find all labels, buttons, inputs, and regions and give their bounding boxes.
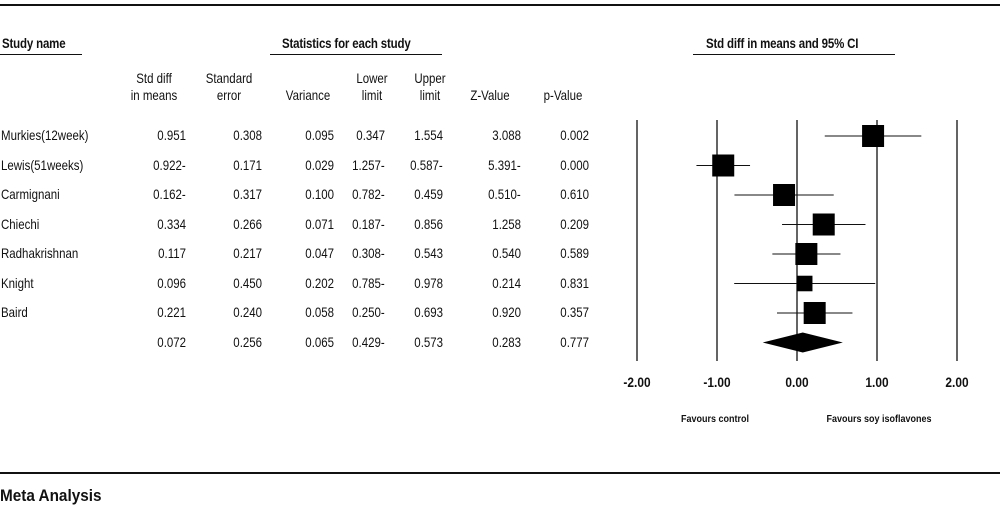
x-tick-label: -1.00 — [703, 374, 731, 390]
study-name-cell: Murkies(12week) — [1, 127, 89, 143]
column-header-se: Standard error — [205, 70, 253, 103]
cell-lower: 0.429- — [352, 333, 385, 350]
cell-lower: 0.347 — [356, 127, 385, 143]
cell-upper: 0.693 — [414, 304, 443, 320]
footer-title: Meta Analysis — [0, 486, 102, 505]
cell-se: 0.317 — [233, 186, 262, 202]
cell-std_diff: 0.922- — [153, 156, 186, 173]
study-name-underline — [0, 54, 82, 55]
cell-std_diff: 0.951 — [157, 127, 186, 143]
study-name-cell: Knight — [1, 274, 34, 291]
cell-upper: 0.856 — [414, 215, 443, 232]
study-estimate-marker — [712, 154, 735, 177]
cell-variance: 0.047 — [305, 245, 334, 261]
study-name-cell: Lewis(51weeks) — [1, 156, 84, 173]
cell-upper: 0.978 — [414, 274, 443, 291]
cell-lower: 0.782- — [352, 186, 385, 202]
plot-title: Std diff in means and 95% CI — [706, 35, 859, 51]
study-name-header: Study name — [2, 35, 66, 51]
plot-title-underline — [693, 54, 895, 55]
cell-std_diff: 0.117 — [158, 245, 186, 261]
cell-lower: 0.785- — [352, 274, 385, 291]
cell-upper: 0.587- — [410, 156, 443, 173]
x-tick-label: -2.00 — [623, 374, 651, 390]
cell-variance: 0.065 — [305, 333, 334, 350]
study-estimate-marker — [796, 275, 813, 292]
study-estimate-marker — [803, 302, 826, 324]
column-header-variance: Variance — [285, 87, 331, 103]
cell-se: 0.308 — [233, 127, 262, 143]
forest-plot — [636, 120, 958, 361]
cell-lower: 0.308- — [352, 245, 385, 261]
favours-control-label: Favours control — [680, 414, 749, 425]
cell-std_diff: 0.072 — [157, 333, 186, 350]
study-name-cell: Chiechi — [1, 215, 40, 232]
cell-lower: 1.257- — [352, 156, 385, 173]
cell-se: 0.450 — [233, 274, 262, 291]
cell-p: 0.610 — [560, 186, 589, 202]
cell-p: 0.002 — [560, 127, 589, 143]
favours-soy-label: Favours soy isoflavones — [826, 414, 932, 425]
statistics-underline — [270, 54, 442, 55]
cell-upper: 0.459 — [414, 186, 443, 202]
cell-std_diff: 0.221 — [157, 304, 186, 320]
cell-p: 0.777 — [560, 333, 589, 350]
study-name-cell: Baird — [1, 304, 28, 320]
cell-upper: 1.554 — [414, 127, 443, 143]
study-estimate-marker — [862, 125, 885, 147]
cell-variance: 0.071 — [305, 215, 334, 232]
column-header-lower: Lower limit — [356, 70, 388, 103]
cell-upper: 0.543 — [414, 245, 443, 261]
cell-variance: 0.058 — [305, 304, 334, 320]
x-tick-label: 0.00 — [785, 374, 809, 390]
cell-std_diff: 0.096 — [157, 274, 186, 291]
cell-se: 0.240 — [233, 304, 262, 320]
bottom-rule — [0, 472, 1000, 474]
cell-p: 0.000 — [560, 156, 589, 173]
cell-upper: 0.573 — [414, 333, 443, 350]
study-estimate-marker — [795, 243, 818, 265]
cell-se: 0.266 — [233, 215, 262, 232]
column-header-p: p-Value — [543, 87, 583, 103]
cell-p: 0.831 — [560, 274, 589, 291]
cell-variance: 0.100 — [305, 186, 334, 202]
cell-se: 0.171 — [233, 156, 262, 173]
cell-variance: 0.029 — [305, 156, 334, 173]
cell-variance: 0.202 — [305, 274, 334, 291]
column-header-upper: Upper limit — [414, 70, 446, 103]
study-name-cell: Carmignani — [1, 186, 60, 202]
cell-se: 0.217 — [233, 245, 262, 261]
cell-std_diff: 0.162- — [153, 186, 186, 202]
cell-z: 0.214 — [492, 274, 521, 291]
cell-p: 0.357 — [560, 304, 589, 320]
cell-z: 0.920 — [492, 304, 521, 320]
cell-lower: 0.187- — [352, 215, 385, 232]
cell-z: 0.283 — [492, 333, 521, 350]
cell-std_diff: 0.334 — [157, 215, 186, 232]
study-estimate-marker — [773, 184, 796, 206]
x-tick-label: 2.00 — [945, 374, 969, 390]
statistics-header: Statistics for each study — [282, 35, 411, 51]
column-header-std_diff: Std diff in means — [130, 70, 178, 103]
cell-z: 0.510- — [488, 186, 521, 202]
study-estimate-marker — [812, 213, 835, 236]
cell-z: 3.088 — [492, 127, 521, 143]
cell-p: 0.209 — [560, 215, 589, 232]
cell-z: 0.540 — [492, 245, 521, 261]
cell-z: 5.391- — [488, 156, 521, 173]
cell-z: 1.258 — [492, 215, 521, 232]
cell-lower: 0.250- — [352, 304, 385, 320]
cell-p: 0.589 — [560, 245, 589, 261]
top-rule — [0, 4, 1000, 6]
cell-se: 0.256 — [233, 333, 262, 350]
x-tick-label: 1.00 — [865, 374, 889, 390]
cell-variance: 0.095 — [305, 127, 334, 143]
column-header-z: Z-Value — [470, 87, 510, 103]
study-name-cell: Radhakrishnan — [1, 245, 79, 261]
summary-diamond — [762, 332, 843, 353]
